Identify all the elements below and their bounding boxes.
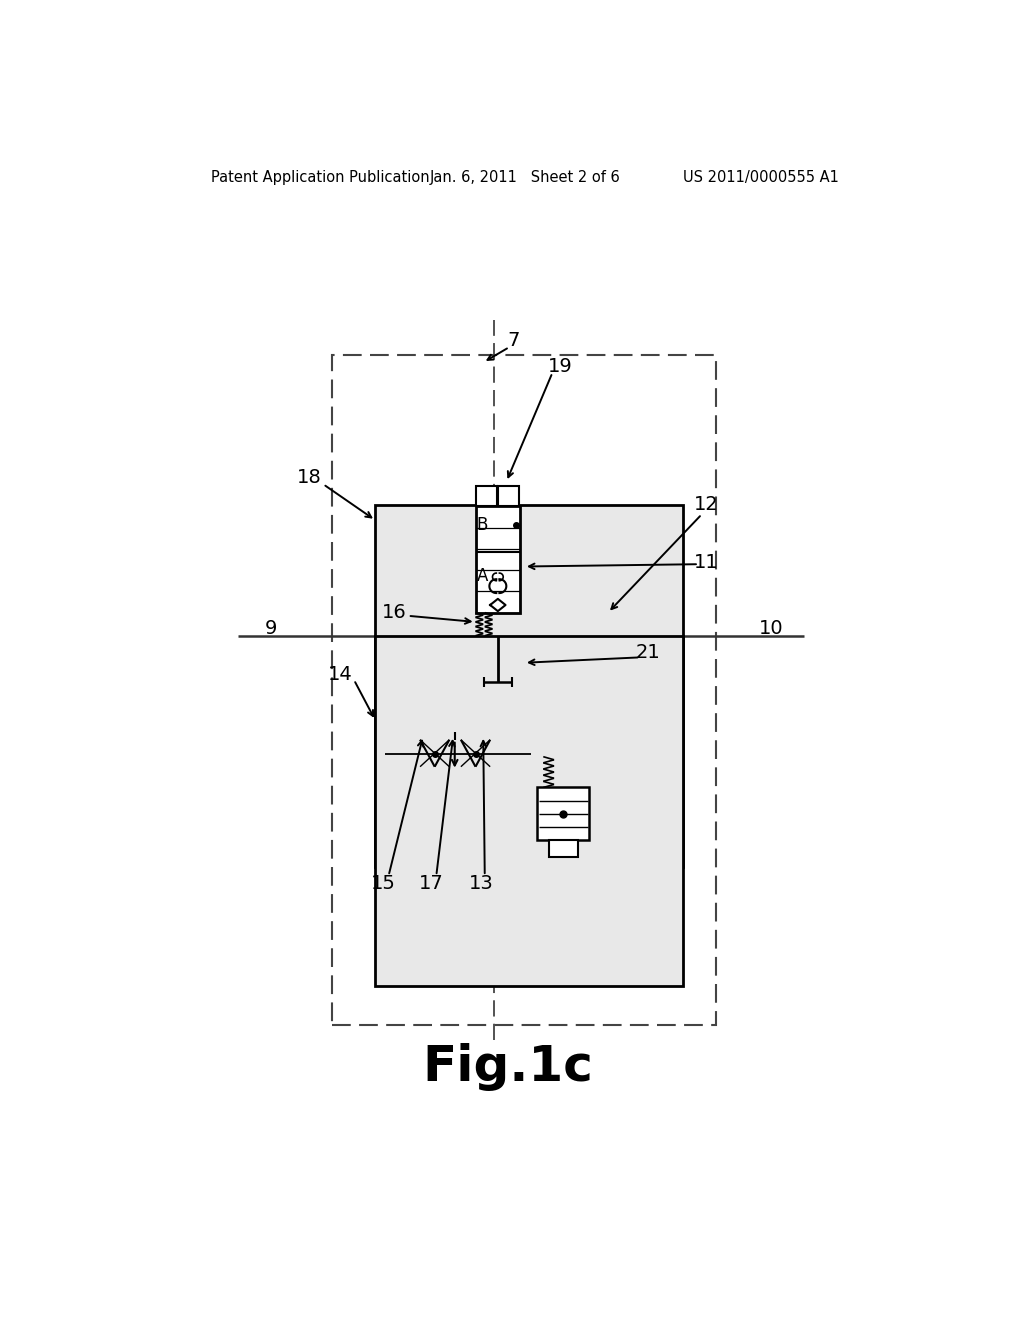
Text: 11: 11 xyxy=(694,553,719,572)
Bar xyxy=(475,486,497,507)
Text: B: B xyxy=(477,516,488,535)
Text: 18: 18 xyxy=(297,469,322,487)
Text: 15: 15 xyxy=(371,874,395,894)
Bar xyxy=(376,636,683,986)
Text: 17: 17 xyxy=(419,874,443,894)
Text: US 2011/0000555 A1: US 2011/0000555 A1 xyxy=(683,170,839,185)
Text: A: A xyxy=(477,568,488,585)
Text: 10: 10 xyxy=(759,619,783,638)
Bar xyxy=(498,486,519,507)
Bar xyxy=(475,507,520,612)
Text: 16: 16 xyxy=(382,603,407,622)
Bar xyxy=(333,355,716,1024)
Text: Jan. 6, 2011   Sheet 2 of 6: Jan. 6, 2011 Sheet 2 of 6 xyxy=(429,170,621,185)
Text: 7: 7 xyxy=(507,331,519,350)
Bar xyxy=(549,840,578,857)
Text: Patent Application Publication: Patent Application Publication xyxy=(211,170,430,185)
Text: 14: 14 xyxy=(328,665,352,684)
Text: 12: 12 xyxy=(694,495,719,515)
Bar xyxy=(538,788,590,840)
Text: 21: 21 xyxy=(636,643,660,663)
Text: 13: 13 xyxy=(469,874,494,894)
Bar xyxy=(376,506,683,867)
Text: Fig.1c: Fig.1c xyxy=(423,1043,593,1092)
Text: 19: 19 xyxy=(548,356,572,376)
Text: 9: 9 xyxy=(264,619,276,638)
